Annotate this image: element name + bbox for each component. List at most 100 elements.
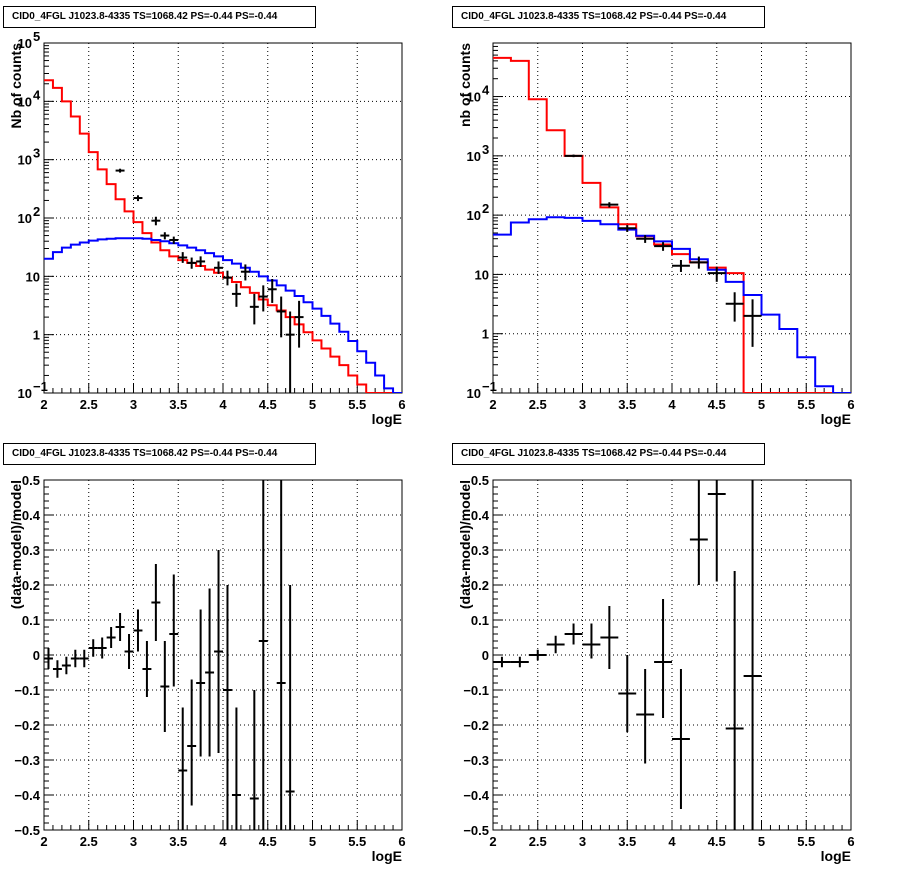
axis-ticks	[43, 479, 403, 831]
x-tick-label: 4	[219, 834, 227, 849]
y-tick-label-base: 10	[467, 386, 481, 401]
data-point	[689, 256, 708, 269]
data-point	[285, 585, 295, 830]
x-tick-label: 3	[130, 834, 137, 849]
y-tick-label-base: 10	[467, 208, 481, 223]
y-tick-label-exp: 3	[33, 146, 40, 161]
data-point	[187, 257, 197, 269]
data-point	[142, 641, 152, 697]
y-tick-label: 0.2	[471, 578, 489, 593]
x-tick-label: 4.5	[259, 834, 277, 849]
x-tick-label: 2	[489, 397, 496, 412]
data-point	[636, 669, 655, 764]
y-tick-label-exp: 4	[33, 87, 41, 102]
y-tick-label: 10 2	[467, 201, 490, 223]
x-axis-title: logE	[372, 411, 402, 427]
data-point	[689, 480, 708, 585]
x-tick-label: 6	[398, 834, 405, 849]
data-point	[528, 649, 547, 661]
axis-ticks	[492, 42, 852, 394]
x-tick-label: 4	[668, 834, 676, 849]
x-tick-label: 2.5	[80, 397, 98, 412]
x-tick-label: 4.5	[708, 834, 726, 849]
y-tick-label: −0.4	[463, 788, 489, 803]
data-point	[294, 300, 304, 348]
data-point	[564, 154, 583, 158]
y-tick-label: −0.2	[14, 718, 40, 733]
data-point	[160, 641, 170, 732]
data-point	[564, 623, 583, 645]
data-point	[285, 311, 295, 393]
x-tick-label: 4	[219, 397, 227, 412]
data-point	[133, 609, 143, 652]
y-tick-label-base: 10	[18, 94, 32, 109]
y-tick-label: 0.4	[471, 508, 490, 523]
y-tick-label-base: 10	[467, 90, 481, 105]
model-total-line	[44, 79, 402, 393]
data-point	[707, 266, 726, 282]
data-point	[151, 216, 161, 226]
x-tick-label: 2	[40, 834, 47, 849]
data-point	[115, 613, 125, 641]
data-point	[654, 599, 672, 718]
data-point	[214, 550, 223, 753]
pad-residuals-left: CID0_4FGL J1023.8-4335 TS=1068.42 PS=-0.…	[0, 437, 449, 875]
data-point	[672, 669, 690, 809]
y-tick-label: 10 4	[467, 83, 490, 105]
pad-counts-right: CID0_4FGL J1023.8-4335 TS=1068.42 PS=-0.…	[449, 0, 898, 437]
x-tick-label: 3	[579, 834, 586, 849]
data-point	[258, 480, 268, 830]
plot-title: CID0_4FGL J1023.8-4335 TS=1068.42 PS=-0.…	[3, 6, 316, 28]
y-tick-label: 0.3	[471, 543, 489, 558]
y-tick-label-exp: 4	[482, 83, 490, 98]
y-tick-label: 0.3	[22, 543, 40, 558]
plot-area	[493, 56, 851, 393]
x-tick-label: 3.5	[618, 834, 636, 849]
y-tick-label: −0.3	[14, 753, 40, 768]
data-point	[510, 656, 529, 668]
y-tick-label: 0.1	[22, 613, 40, 628]
x-tick-label: 5	[758, 397, 765, 412]
y-tick-label-base: 10	[467, 149, 481, 164]
y-axis-title: (data-model)/model	[457, 480, 473, 609]
plot-title: CID0_4FGL J1023.8-4335 TS=1068.42 PS=-0.…	[452, 6, 765, 28]
data-point	[160, 232, 170, 240]
y-tick-label-base: 10	[18, 36, 32, 51]
data-point	[214, 261, 223, 274]
data-point	[600, 202, 619, 208]
data-point	[493, 656, 511, 668]
x-tick-label: 3.5	[169, 834, 187, 849]
y-tick-label: 10 −1	[18, 379, 48, 401]
y-tick-label-exp: 2	[33, 204, 40, 219]
data-point	[169, 574, 179, 687]
data-point	[276, 480, 286, 830]
data-point	[178, 252, 188, 263]
data-point	[231, 283, 241, 307]
x-tick-label: 4.5	[259, 397, 277, 412]
data-point	[267, 279, 277, 303]
grid	[43, 479, 403, 831]
data-point	[52, 660, 62, 678]
grid	[492, 479, 852, 831]
y-tick-label: 10 3	[18, 146, 41, 168]
y-tick-label: 10	[475, 267, 489, 282]
y-tick-label: 10 3	[467, 142, 490, 164]
data-point	[79, 649, 89, 668]
pad-residuals-right: CID0_4FGL J1023.8-4335 TS=1068.42 PS=-0.…	[449, 437, 898, 875]
axis-ticks	[43, 42, 403, 394]
x-tick-label: 2.5	[529, 397, 547, 412]
x-tick-label: 2	[40, 397, 47, 412]
y-tick-label-base: 10	[475, 267, 489, 282]
data-point	[743, 299, 762, 347]
data-point	[743, 480, 762, 830]
x-tick-label: 6	[398, 397, 405, 412]
x-tick-label: 5.5	[797, 834, 815, 849]
x-tick-label: 5.5	[797, 397, 815, 412]
data-point	[115, 168, 125, 173]
pad-counts-left: CID0_4FGL J1023.8-4335 TS=1068.42 PS=-0.…	[0, 0, 449, 437]
y-tick-label-exp: 3	[482, 142, 489, 157]
x-tick-label: 3.5	[169, 397, 187, 412]
x-tick-label: 2.5	[80, 834, 98, 849]
data-point	[240, 264, 250, 281]
